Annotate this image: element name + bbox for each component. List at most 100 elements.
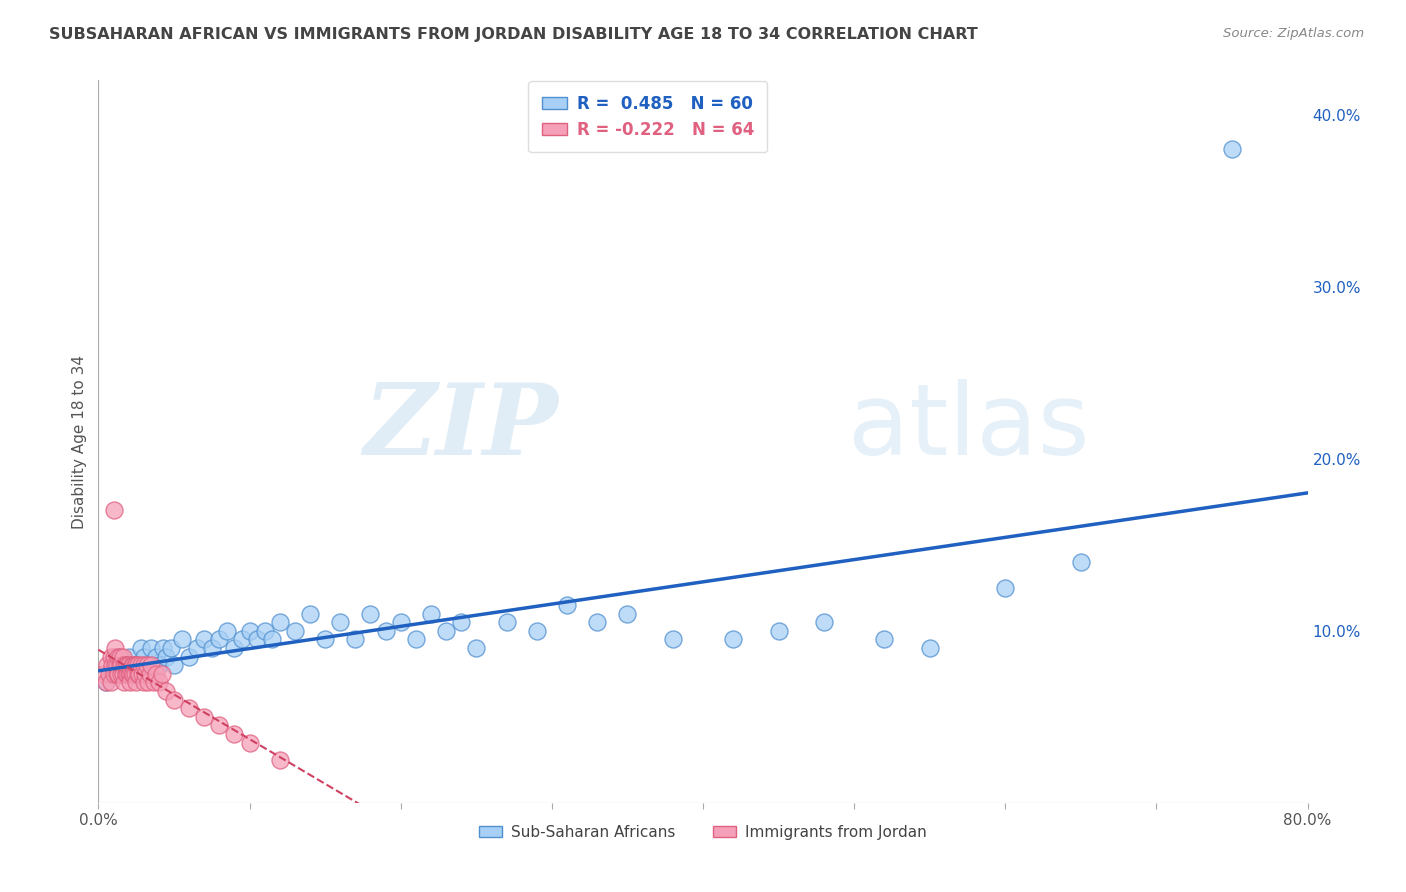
Point: [360, 607, 382, 621]
Point: [145, 649, 167, 664]
Point: [125, 658, 148, 673]
Point: [224, 727, 246, 741]
Point: [112, 658, 135, 673]
Point: [163, 692, 186, 706]
Point: [100, 649, 122, 664]
Point: [208, 632, 231, 647]
Point: [128, 666, 150, 681]
Point: [134, 666, 156, 681]
Point: [215, 624, 238, 638]
Point: [105, 666, 128, 681]
Text: SUBSAHARAN AFRICAN VS IMMIGRANTS FROM JORDAN DISABILITY AGE 18 TO 34 CORRELATION: SUBSAHARAN AFRICAN VS IMMIGRANTS FROM JO…: [49, 27, 979, 42]
Point: [768, 624, 790, 638]
Point: [103, 666, 125, 681]
Point: [918, 640, 941, 655]
Point: [112, 675, 135, 690]
Point: [114, 658, 136, 673]
Point: [616, 607, 638, 621]
Point: [103, 503, 125, 517]
Point: [111, 649, 134, 664]
Point: [246, 632, 269, 647]
Point: [120, 675, 142, 690]
Point: [110, 658, 132, 673]
Point: [132, 649, 155, 664]
Point: [813, 615, 835, 630]
Point: [94, 675, 117, 690]
Point: [101, 658, 124, 673]
Point: [201, 640, 224, 655]
Point: [208, 718, 231, 732]
Point: [91, 666, 114, 681]
Y-axis label: Disability Age 18 to 34: Disability Age 18 to 34: [72, 354, 87, 529]
Point: [141, 640, 163, 655]
Point: [127, 658, 149, 673]
Point: [465, 640, 488, 655]
Point: [344, 632, 367, 647]
Point: [145, 666, 167, 681]
Text: atlas: atlas: [848, 378, 1090, 475]
Point: [124, 658, 146, 673]
Point: [450, 615, 472, 630]
Point: [129, 658, 152, 673]
Point: [136, 658, 159, 673]
Point: [96, 658, 118, 673]
Point: [434, 624, 457, 638]
Point: [100, 666, 122, 681]
Point: [94, 675, 117, 690]
Point: [1070, 555, 1092, 569]
Point: [163, 658, 186, 673]
Point: [129, 640, 152, 655]
Point: [420, 607, 443, 621]
Point: [115, 658, 138, 673]
Point: [1220, 142, 1243, 156]
Point: [115, 666, 138, 681]
Point: [239, 735, 262, 749]
Point: [105, 658, 128, 673]
Point: [104, 640, 127, 655]
Point: [160, 640, 183, 655]
Point: [111, 666, 134, 681]
Point: [148, 675, 170, 690]
Point: [586, 615, 609, 630]
Point: [526, 624, 548, 638]
Point: [314, 632, 336, 647]
Point: [108, 649, 131, 664]
Point: [127, 666, 149, 681]
Point: [155, 684, 177, 698]
Point: [107, 649, 129, 664]
Point: [143, 675, 166, 690]
Point: [193, 632, 215, 647]
Point: [125, 658, 148, 673]
Point: [110, 666, 132, 681]
Point: [121, 666, 143, 681]
Point: [262, 632, 284, 647]
Point: [389, 615, 412, 630]
Point: [125, 675, 148, 690]
Point: [114, 666, 136, 681]
Point: [132, 658, 155, 673]
Point: [329, 615, 352, 630]
Point: [122, 658, 145, 673]
Point: [555, 598, 578, 612]
Point: [121, 666, 143, 681]
Point: [170, 632, 193, 647]
Point: [135, 658, 157, 673]
Point: [132, 675, 155, 690]
Point: [239, 624, 262, 638]
Point: [141, 658, 163, 673]
Point: [103, 649, 125, 664]
Point: [661, 632, 683, 647]
Point: [374, 624, 396, 638]
Point: [231, 632, 253, 647]
Text: ZIP: ZIP: [363, 379, 558, 475]
Point: [108, 658, 131, 673]
Point: [110, 666, 132, 681]
Point: [994, 581, 1017, 595]
Point: [186, 640, 208, 655]
Point: [155, 649, 177, 664]
Point: [105, 649, 128, 664]
Point: [193, 710, 215, 724]
Point: [148, 658, 170, 673]
Point: [118, 649, 141, 664]
Point: [100, 675, 122, 690]
